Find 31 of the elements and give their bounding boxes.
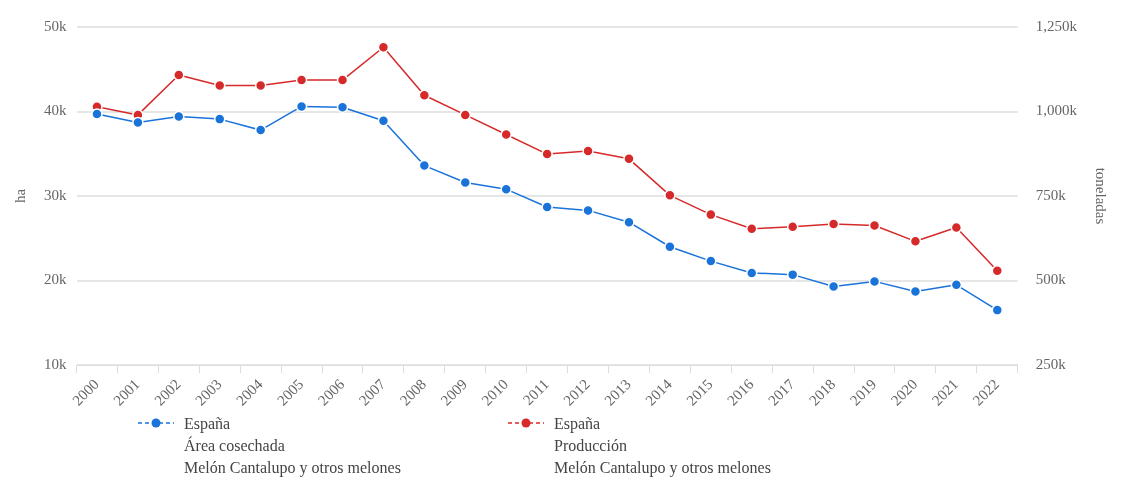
- point: [91, 108, 103, 120]
- y-axis-title: ha: [11, 188, 28, 204]
- y-tick-label: 30k: [44, 186, 67, 203]
- y2-tick-label: 1,000k: [1035, 102, 1078, 119]
- point: [623, 216, 635, 228]
- point: [786, 268, 799, 281]
- y-tick-label: 20k: [44, 271, 67, 288]
- point: [541, 201, 553, 213]
- point: [459, 109, 472, 121]
- y-tick-label: 50k: [44, 17, 67, 34]
- point: [173, 69, 185, 81]
- y2-tick-label: 1,250k: [1035, 17, 1078, 34]
- y2-tick-label: 250k: [1035, 356, 1067, 372]
- point: [541, 148, 553, 160]
- point: [213, 113, 226, 125]
- y-tick-label: 40k: [44, 102, 67, 119]
- legend-label: España Área cosechada Melón Cantalupo y otros melones: [184, 414, 401, 479]
- point: [623, 153, 635, 165]
- point: [582, 145, 594, 157]
- y-tick-label: 10k: [44, 356, 67, 372]
- point: [254, 124, 267, 136]
- point: [295, 74, 308, 86]
- point: [295, 100, 308, 113]
- point: [705, 255, 717, 267]
- y2-axis-title: toneladas: [1093, 167, 1110, 225]
- y2-tick-label: 750k: [1035, 186, 1067, 203]
- point: [827, 218, 840, 230]
- point: [336, 74, 349, 86]
- y2-tick-label: 500k: [1035, 271, 1067, 288]
- legend-label: España Producción Melón Cantalupo y otros melones: [554, 414, 771, 479]
- point: [746, 267, 758, 279]
